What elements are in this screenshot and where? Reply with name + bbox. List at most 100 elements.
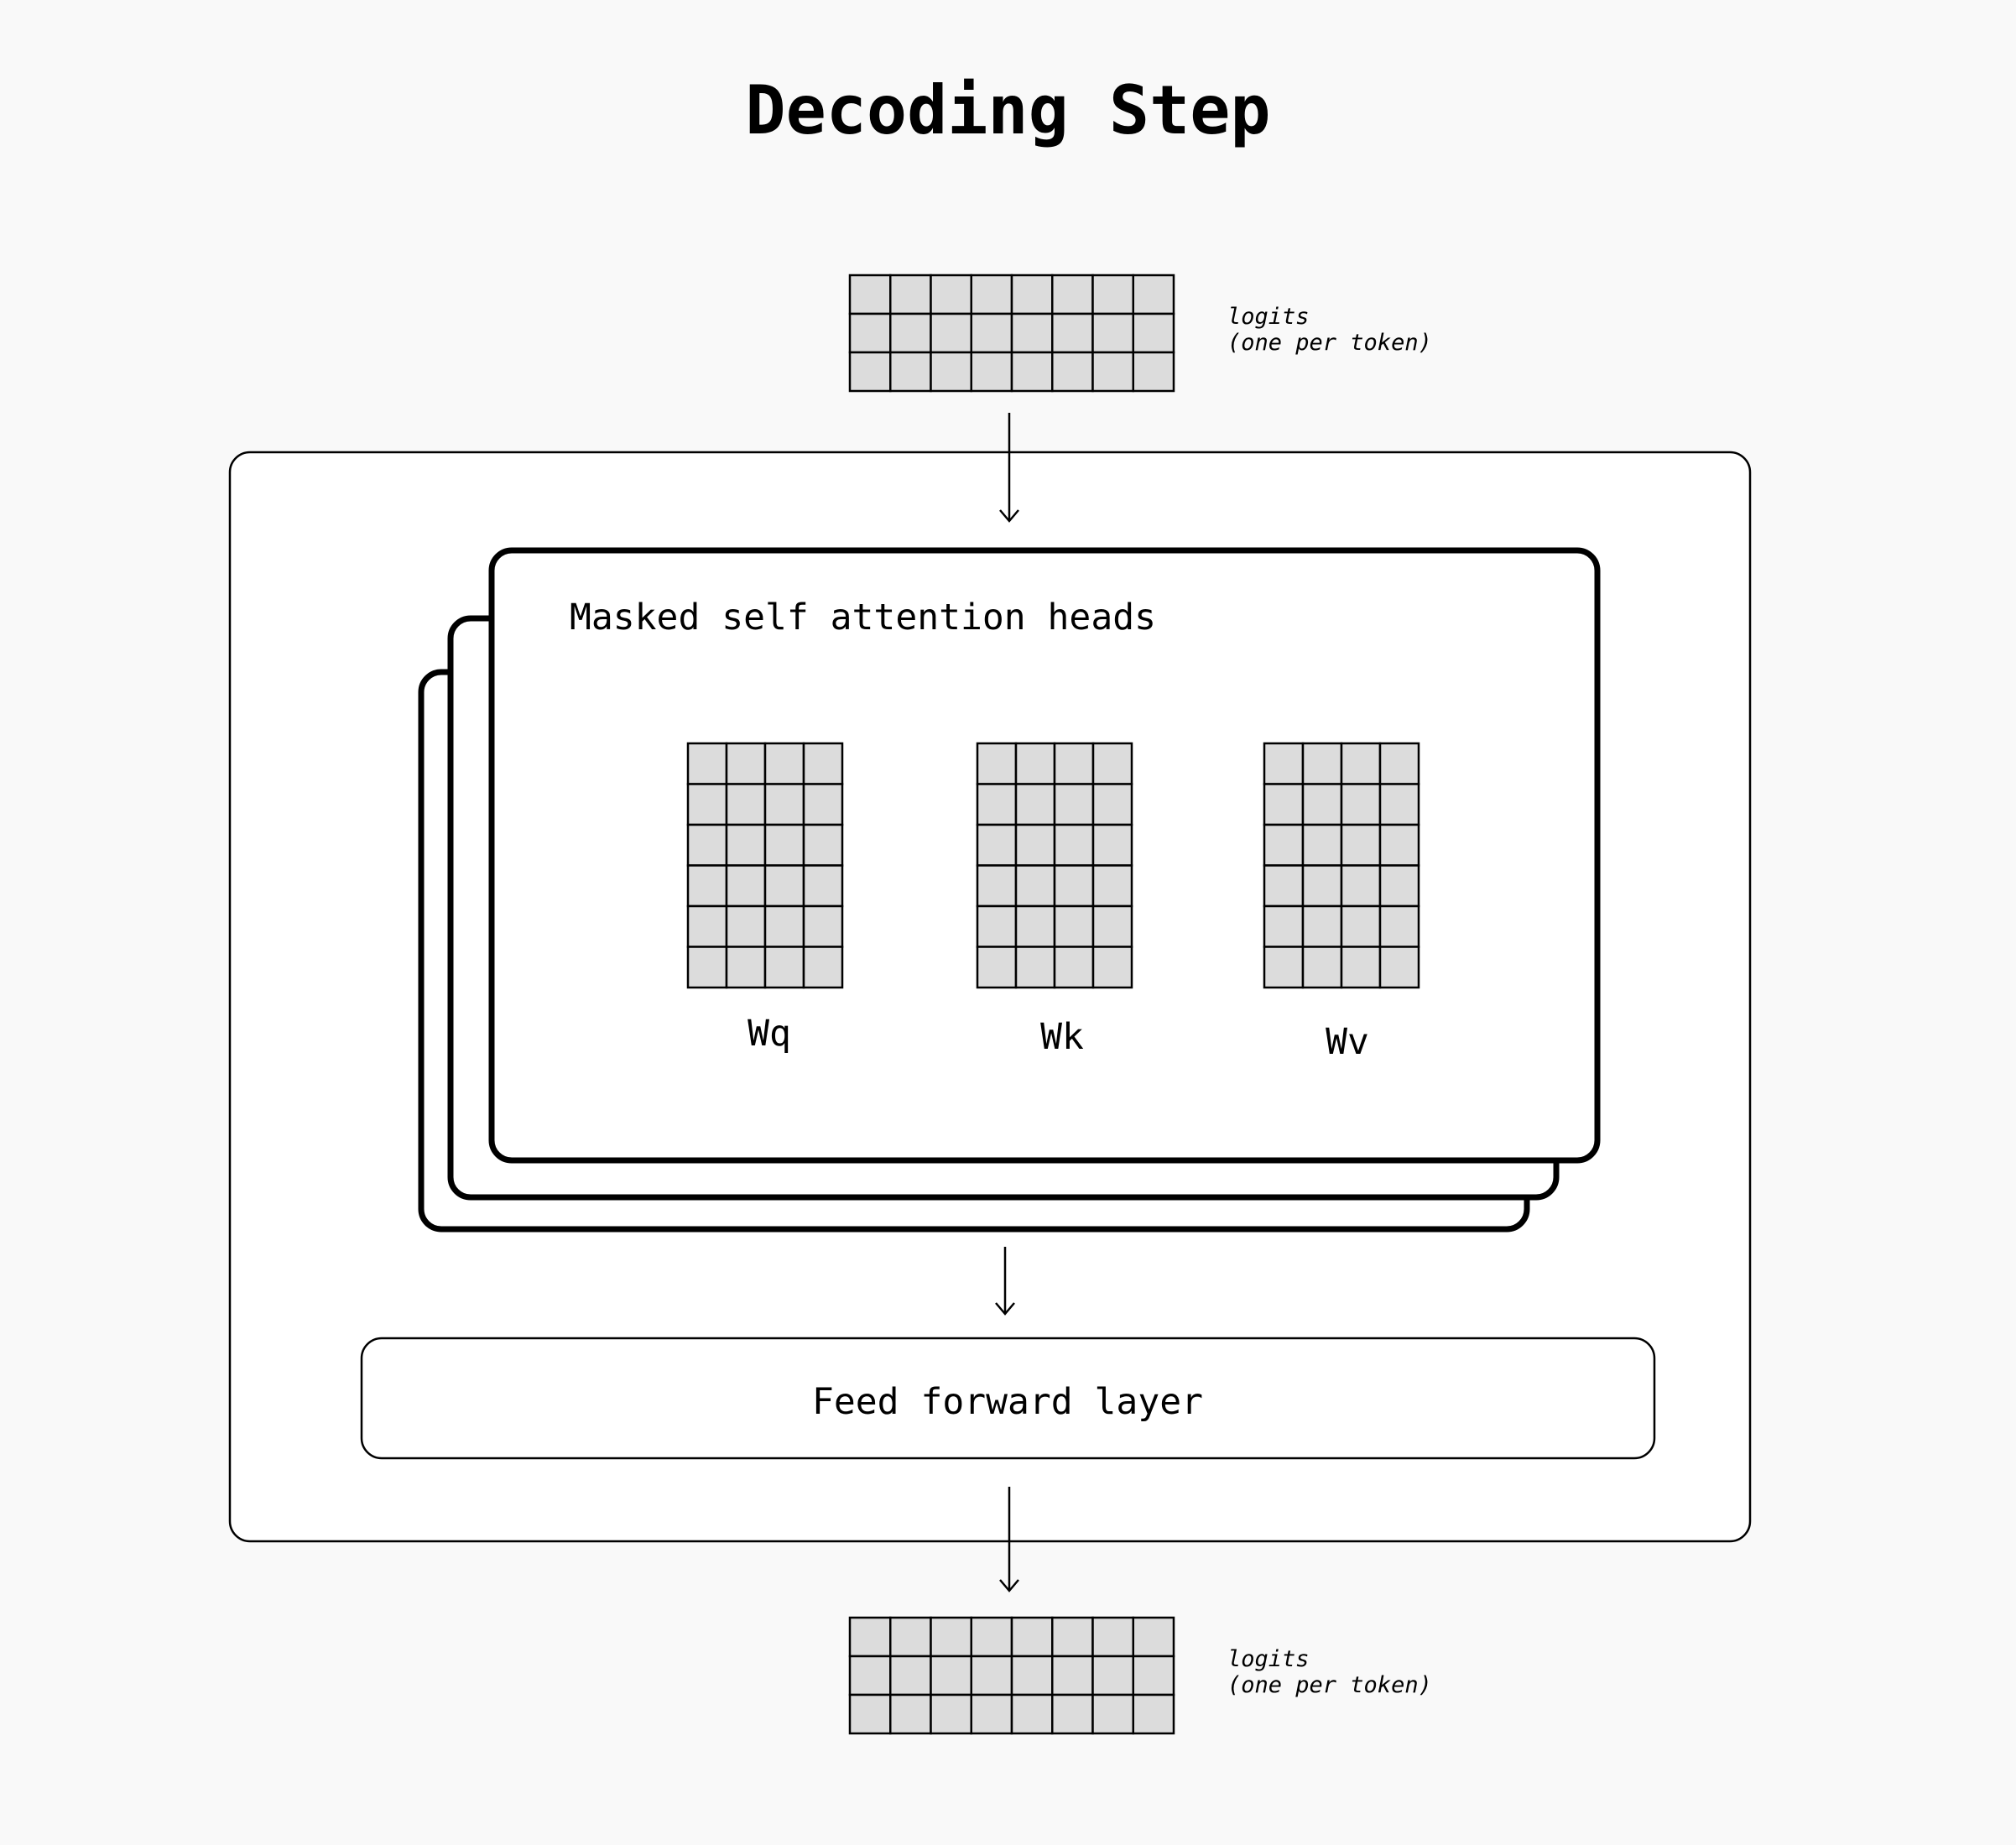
wq-matrix-cell: [763, 783, 805, 826]
output-logits-matrix-cell: [1051, 312, 1094, 354]
wv-matrix-cell: [1301, 946, 1343, 989]
output-logits-matrix-cell: [1132, 351, 1175, 393]
output-logits-matrix-cell: [1091, 312, 1134, 354]
output-logits-matrix-cell: [848, 274, 892, 315]
wv-matrix-cell: [1301, 823, 1343, 867]
wv-matrix-cell: [1378, 742, 1420, 785]
input-logits-label-line2: (one per token): [1227, 1672, 1432, 1698]
wq-matrix-cell: [686, 823, 728, 867]
wq-matrix-cell: [725, 864, 767, 908]
wk-matrix-cell: [1053, 823, 1095, 867]
input-logits-matrix: [848, 1616, 1175, 1735]
input-logits-matrix-cell: [930, 1616, 972, 1658]
wq-matrix-cell: [686, 864, 728, 908]
wk-matrix-cell: [976, 946, 1018, 989]
output-logits-matrix-cell: [1051, 274, 1094, 315]
wv-matrix-cell: [1340, 946, 1382, 989]
wk-matrix-cell: [976, 823, 1018, 867]
wv-matrix-cell: [1263, 946, 1305, 989]
output-logits-matrix-cell: [1091, 274, 1134, 315]
wq-matrix-cell: [802, 946, 844, 989]
wv-matrix-cell: [1301, 864, 1343, 908]
output-logits-matrix-cell: [1051, 351, 1094, 393]
wk-matrix-cell: [976, 742, 1018, 785]
wk-matrix-cell: [1053, 742, 1095, 785]
wq-matrix-cell: [725, 946, 767, 989]
output-logits-label: logits (one per token): [1227, 304, 1432, 356]
input-logits-matrix-cell: [1132, 1655, 1175, 1696]
arrow-to-logits: [999, 1487, 1019, 1592]
input-logits-label: logits (one per token): [1227, 1646, 1432, 1698]
output-logits-matrix-cell: [1132, 274, 1175, 315]
output-logits-matrix-cell: [970, 274, 1013, 315]
output-logits-matrix-cell: [1091, 351, 1134, 393]
wk-matrix-cell: [1053, 946, 1095, 989]
output-logits-matrix-cell: [930, 312, 972, 354]
wk-matrix-cell: [1091, 904, 1133, 948]
arrow-to-attention: [999, 413, 1019, 523]
wq-matrix-cell: [686, 742, 728, 785]
wq-matrix-cell: [686, 904, 728, 948]
wq-matrix-cell: [802, 823, 844, 867]
input-logits-matrix-cell: [889, 1655, 932, 1696]
input-logits-matrix-cell: [1091, 1655, 1134, 1696]
wk-matrix-cell: [1053, 864, 1095, 908]
wk-matrix-cell: [1091, 823, 1133, 867]
wk-matrix-cell: [1014, 783, 1056, 826]
output-logits-matrix-cell: [889, 351, 932, 393]
input-logits-matrix-cell: [848, 1693, 892, 1735]
wq-matrix-cell: [763, 823, 805, 867]
wq-matrix-cell: [802, 904, 844, 948]
wk-matrix-cell: [1014, 823, 1056, 867]
input-logits-matrix-cell: [1051, 1693, 1094, 1735]
input-logits-matrix-cell: [1132, 1616, 1175, 1658]
output-logits-matrix-cell: [848, 351, 892, 393]
wv-matrix-cell: [1263, 823, 1305, 867]
wv-matrix: [1263, 742, 1420, 989]
wk-label: Wk: [1040, 1016, 1084, 1058]
input-logits-matrix-cell: [1051, 1616, 1094, 1658]
feed-forward-label: Feed forward layer: [812, 1381, 1203, 1423]
wq-matrix-cell: [725, 742, 767, 785]
input-logits-matrix-cell: [848, 1616, 892, 1658]
wk-matrix-cell: [1014, 742, 1056, 785]
wv-matrix-cell: [1263, 864, 1305, 908]
wv-matrix-cell: [1301, 742, 1343, 785]
wv-matrix-cell: [1378, 904, 1420, 948]
wq-matrix-cell: [802, 742, 844, 785]
wv-matrix-cell: [1263, 783, 1305, 826]
wk-matrix-cell: [1091, 783, 1133, 826]
wk-matrix-cell: [1053, 783, 1095, 826]
wv-matrix-cell: [1378, 946, 1420, 989]
wq-matrix-cell: [763, 864, 805, 908]
wq-matrix: [686, 742, 844, 989]
arrow-to-feed-forward-head: [995, 1302, 1015, 1316]
input-logits-matrix-cell: [1010, 1693, 1054, 1735]
wv-label: Wv: [1326, 1021, 1369, 1063]
wk-matrix-cell: [1014, 904, 1056, 948]
output-logits-matrix-cell: [848, 312, 892, 354]
input-logits-matrix-cell: [930, 1655, 972, 1696]
wq-matrix-cell: [763, 946, 805, 989]
wk-matrix-cell: [1014, 946, 1056, 989]
wq-matrix-cell: [763, 742, 805, 785]
wv-matrix-cell: [1340, 823, 1382, 867]
output-logits-matrix-cell: [889, 312, 932, 354]
input-logits-matrix-cell: [1091, 1616, 1134, 1658]
input-logits-matrix-cell: [889, 1693, 932, 1735]
diagram-title: Decoding Step: [745, 71, 1271, 149]
wk-matrix-cell: [1091, 864, 1133, 908]
wq-matrix-cell: [763, 904, 805, 948]
output-logits-matrix-cell: [1010, 312, 1054, 354]
input-logits-matrix-cell: [930, 1693, 972, 1735]
wq-label: Wq: [748, 1013, 791, 1055]
input-logits-matrix-cell: [1091, 1693, 1134, 1735]
output-logits-matrix-cell: [1010, 274, 1054, 315]
wv-matrix-cell: [1340, 742, 1382, 785]
input-logits-matrix-cell: [970, 1655, 1013, 1696]
wv-matrix-cell: [1378, 783, 1420, 826]
feed-forward-box: [360, 1337, 1656, 1460]
wk-matrix-cell: [976, 783, 1018, 826]
input-logits-matrix-cell: [1051, 1655, 1094, 1696]
input-logits-label-line1: logits: [1227, 1646, 1310, 1672]
